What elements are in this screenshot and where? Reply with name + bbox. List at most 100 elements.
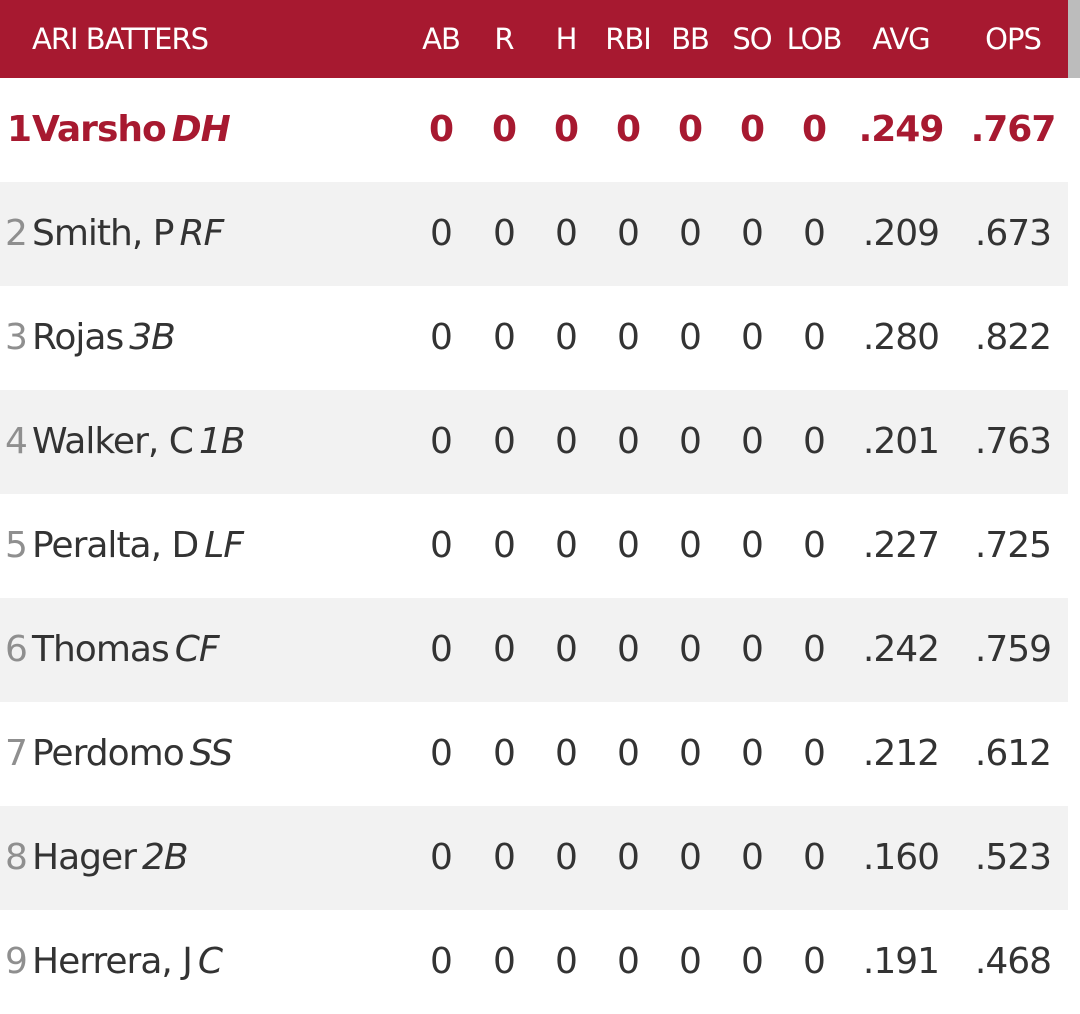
stat-so: 0 [741,837,764,878]
scrollbar[interactable] [1068,0,1080,78]
batter-name[interactable]: Thomas [32,629,170,670]
stat-r: 0 [493,629,516,670]
stat-so: 0 [741,421,764,462]
column-header-bb[interactable]: BB [671,22,710,56]
stat-lob: 0 [803,317,826,358]
column-header-so[interactable]: SO [732,22,772,56]
batting-order-number: 4 [5,421,28,462]
stat-bb: 0 [679,421,702,462]
stat-ab: 0 [430,629,453,670]
batter-name[interactable]: Perdomo [32,733,185,774]
stat-rbi: 0 [617,317,640,358]
stat-bb: 0 [677,109,703,150]
column-header-ab[interactable]: AB [422,22,461,56]
stat-h: 0 [555,317,578,358]
stat-r: 0 [493,733,516,774]
stat-avg: .242 [862,629,940,670]
batter-name-cell[interactable]: Rojas 3B [32,286,176,390]
batter-position: 3B [129,317,176,358]
batter-name[interactable]: Walker, C [32,421,194,462]
stat-avg: .249 [858,109,945,150]
batter-name[interactable]: Peralta, D [32,525,199,566]
batter-position: C [197,941,223,982]
stat-rbi: 0 [615,109,641,150]
stat-rbi: 0 [617,941,640,982]
table-row[interactable]: 1 Varsho DH 0 0 0 0 0 0 0 .249 .767 [0,78,1068,182]
stat-so: 0 [741,213,764,254]
stat-h: 0 [555,941,578,982]
stat-h: 0 [555,421,578,462]
stat-so: 0 [741,941,764,982]
batting-order-number: 7 [5,733,28,774]
stat-bb: 0 [679,837,702,878]
stat-rbi: 0 [617,421,640,462]
stat-ab: 0 [430,525,453,566]
column-header-rbi[interactable]: RBI [605,22,652,56]
stat-ab: 0 [428,109,454,150]
stat-lob: 0 [803,733,826,774]
table-body: 1 Varsho DH 0 0 0 0 0 0 0 .249 .767 2 Smi… [0,78,1068,1014]
stat-so: 0 [739,109,765,150]
table-header: ARI BATTERS AB R H RBI BB SO LOB AVG OPS [0,0,1068,78]
stat-ops: .612 [974,733,1052,774]
stat-bb: 0 [679,733,702,774]
stat-lob: 0 [803,837,826,878]
table-title: ARI BATTERS [32,22,209,56]
batter-name[interactable]: Varsho [32,109,167,150]
table-row[interactable]: 5 Peralta, D LF 0 0 0 0 0 0 0 .227 .725 [0,494,1068,598]
stat-avg: .201 [862,421,940,462]
stat-so: 0 [741,317,764,358]
batting-order-number: 1 [7,109,32,150]
stat-ops: .767 [970,109,1057,150]
batter-name-cell[interactable]: Peralta, D LF [32,494,244,598]
stat-r: 0 [493,317,516,358]
stat-r: 0 [493,421,516,462]
batting-order-number: 6 [5,629,28,670]
batter-name-cell[interactable]: Smith, P RF [32,182,224,286]
batter-name-cell[interactable]: Hager 2B [32,806,189,910]
table-row[interactable]: 4 Walker, C 1B 0 0 0 0 0 0 0 .201 .763 [0,390,1068,494]
column-header-r[interactable]: R [494,22,514,56]
batter-name[interactable]: Herrera, J [32,941,193,982]
batter-position: 1B [198,421,246,462]
stat-lob: 0 [803,629,826,670]
batter-name[interactable]: Rojas [32,317,124,358]
stat-so: 0 [741,733,764,774]
column-header-avg[interactable]: AVG [872,22,930,56]
stat-rbi: 0 [617,213,640,254]
stat-h: 0 [555,837,578,878]
stat-bb: 0 [679,317,702,358]
stat-ab: 0 [430,213,453,254]
table-row[interactable]: 3 Rojas 3B 0 0 0 0 0 0 0 .280 .822 [0,286,1068,390]
batter-name[interactable]: Smith, P [32,213,174,254]
table-row[interactable]: 7 Perdomo SS 0 0 0 0 0 0 0 .212 .612 [0,702,1068,806]
batter-name-cell[interactable]: Walker, C 1B [32,390,246,494]
batting-order-number: 9 [5,941,28,982]
column-header-lob[interactable]: LOB [786,22,843,56]
stat-h: 0 [555,733,578,774]
table-row[interactable]: 2 Smith, P RF 0 0 0 0 0 0 0 .209 .673 [0,182,1068,286]
stat-bb: 0 [679,629,702,670]
stat-avg: .209 [862,213,940,254]
column-header-ops[interactable]: OPS [985,22,1042,56]
stat-r: 0 [493,213,516,254]
batter-name[interactable]: Hager [32,837,137,878]
stat-bb: 0 [679,941,702,982]
batting-order-number: 3 [5,317,28,358]
stat-rbi: 0 [617,837,640,878]
table-row[interactable]: 8 Hager 2B 0 0 0 0 0 0 0 .160 .523 [0,806,1068,910]
batter-name-cell[interactable]: Perdomo SS [32,702,233,806]
column-header-h[interactable]: H [555,22,578,56]
batter-name-cell[interactable]: Thomas CF [32,598,220,702]
batter-position: RF [179,213,224,254]
batter-name-cell[interactable]: Varsho DH [32,78,231,182]
stat-avg: .227 [862,525,940,566]
table-row[interactable]: 6 Thomas CF 0 0 0 0 0 0 0 .242 .759 [0,598,1068,702]
batting-order-number: 8 [5,837,28,878]
stat-rbi: 0 [617,733,640,774]
stat-lob: 0 [803,525,826,566]
stat-lob: 0 [803,941,826,982]
stat-r: 0 [493,525,516,566]
